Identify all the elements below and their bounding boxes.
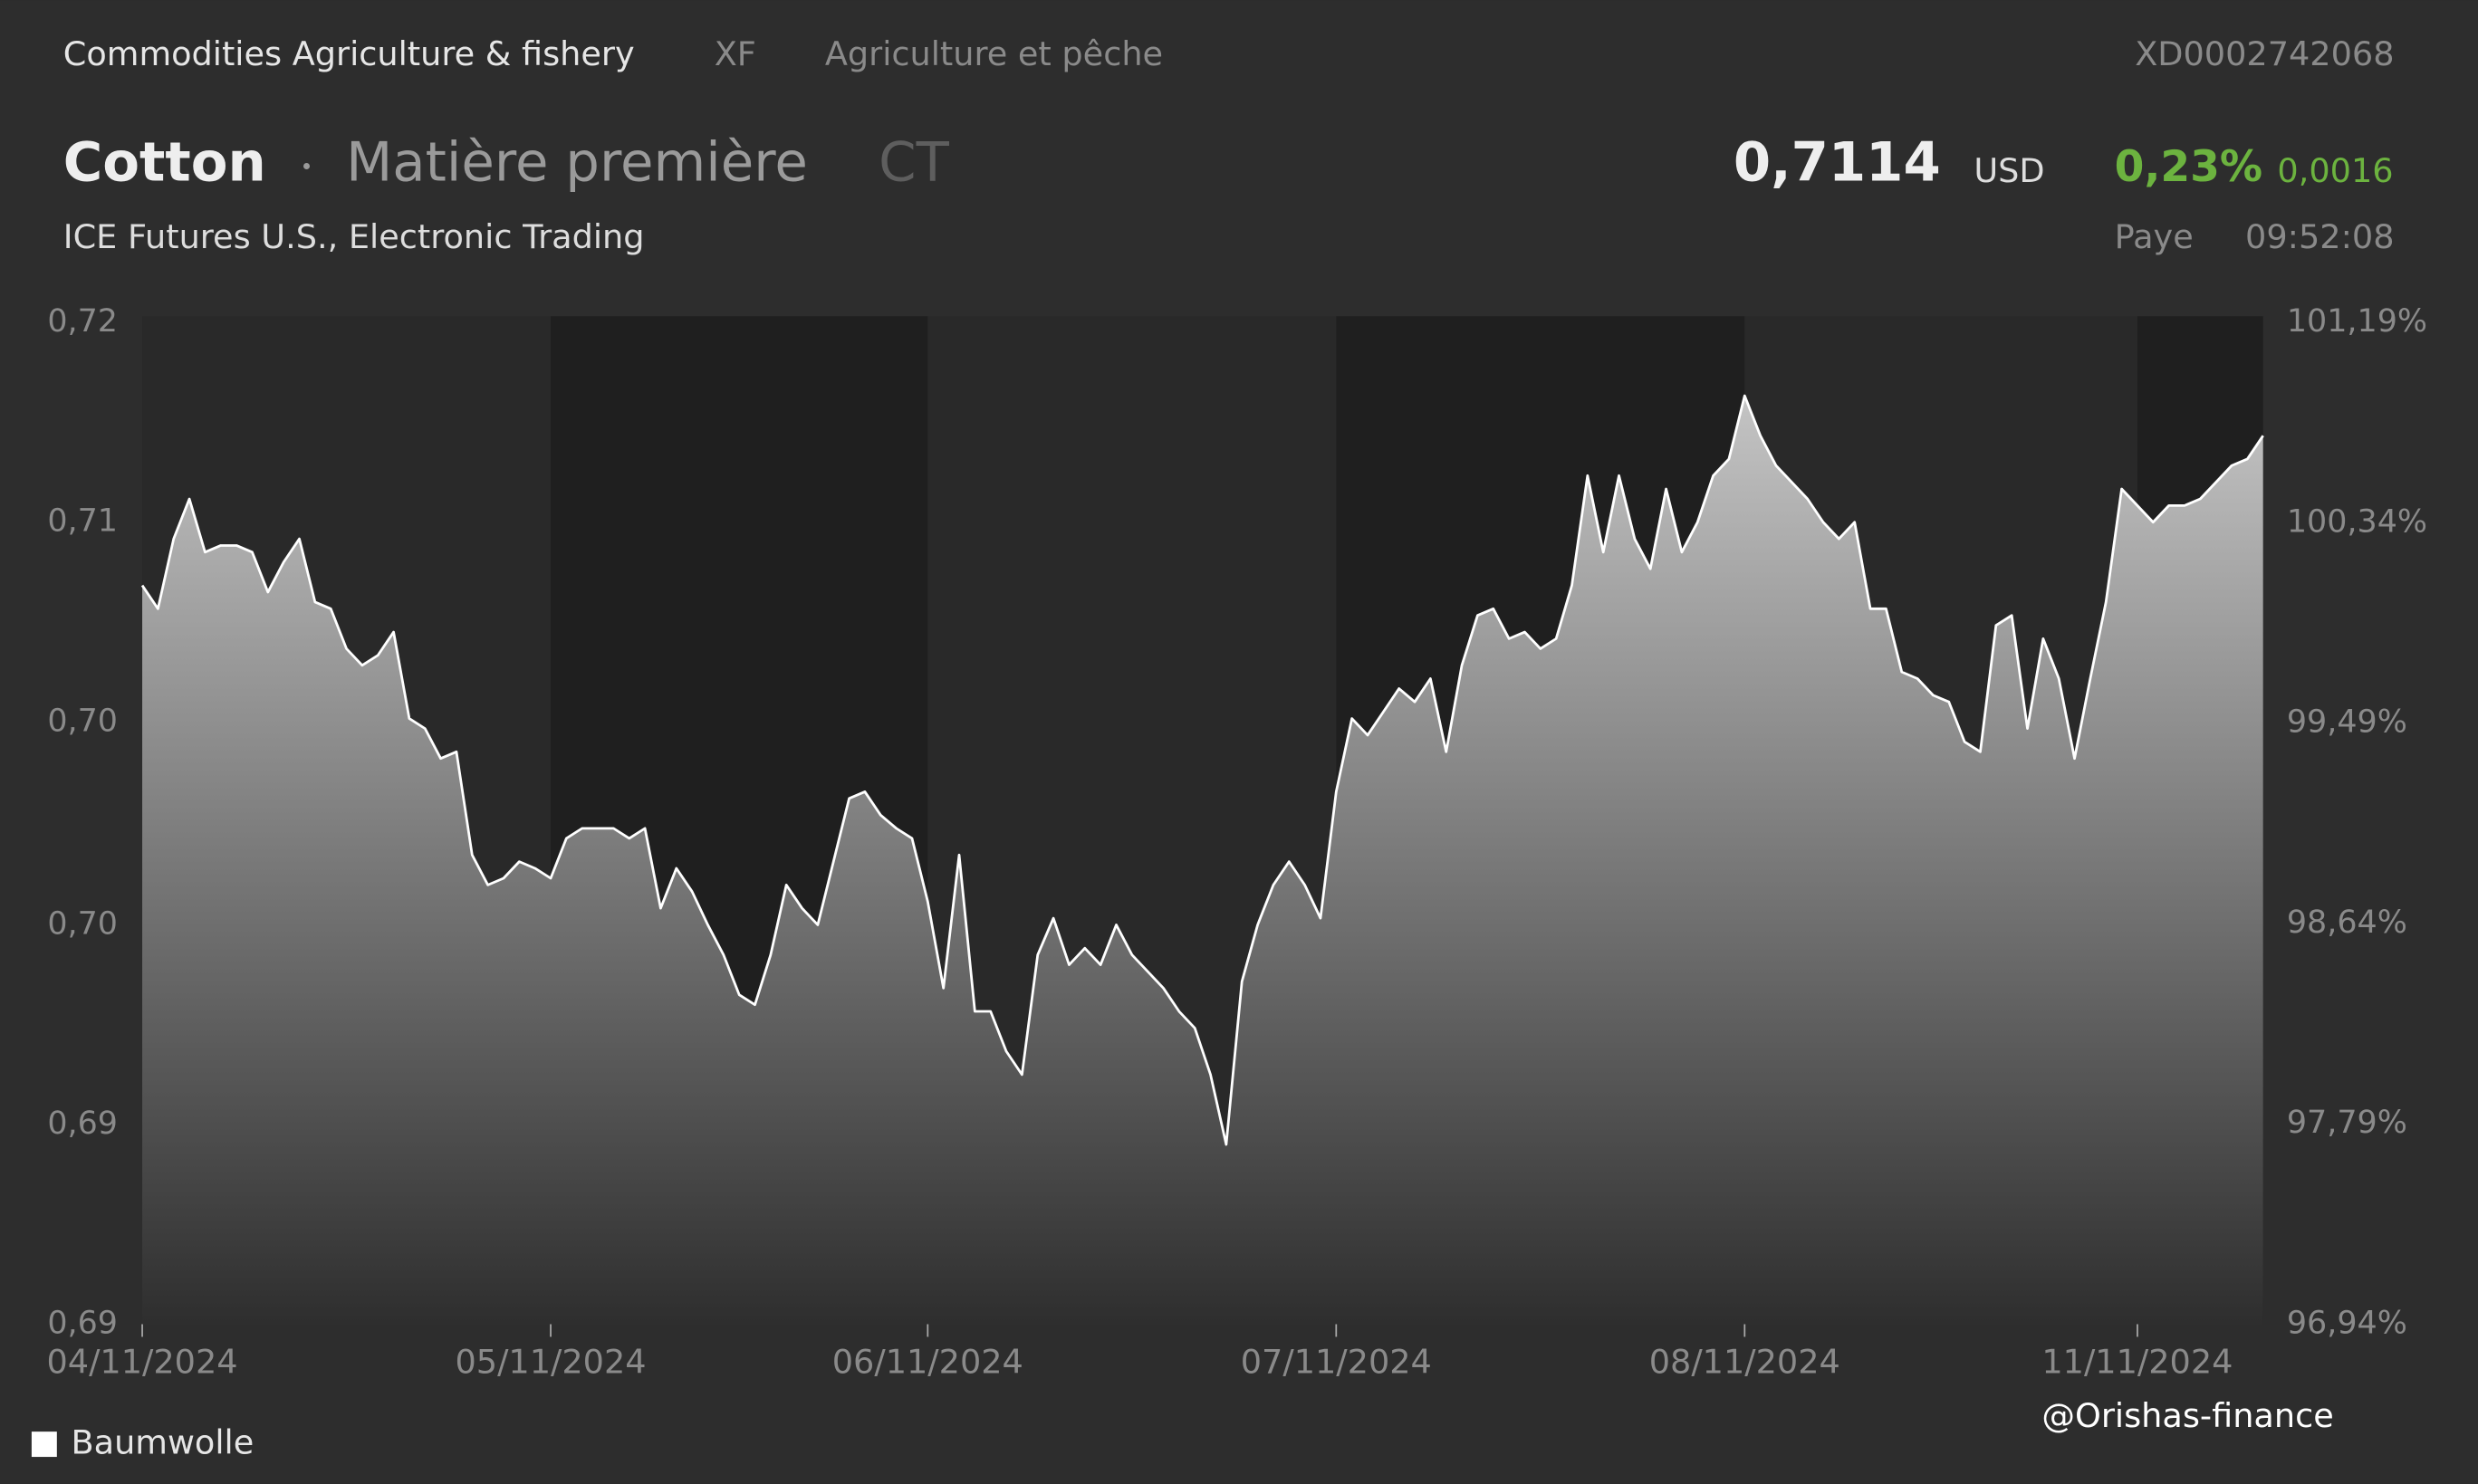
y2-tick-label: 97,79% xyxy=(2287,1105,2407,1141)
y2-tick-label: 101,19% xyxy=(2287,303,2427,340)
change-percent: 0,23% xyxy=(2115,142,2262,192)
legend-label: Baumwolle xyxy=(72,1423,255,1462)
exchange: ICE Futures U.S., Electronic Trading xyxy=(63,217,645,256)
currency: USD xyxy=(1974,151,2044,190)
quote-time: 09:52:08 xyxy=(2245,217,2395,256)
y2-tick-label: 98,64% xyxy=(2287,905,2407,941)
area-fill xyxy=(142,396,2263,1325)
change: 0,0016 xyxy=(2277,151,2393,190)
y-tick-label: 0,69 xyxy=(47,1106,118,1142)
y-tick-label: 0,70 xyxy=(47,703,118,739)
price-line xyxy=(140,394,2264,1146)
x-tick-label: 11/11/2024 xyxy=(2041,1343,2233,1382)
x-tick-label: 05/11/2024 xyxy=(455,1343,646,1382)
country: Paye xyxy=(2115,217,2194,256)
plot-area: 0,72 0,71 0,70 0,70 0,69 0,69 101,19% 100,34% 99… xyxy=(31,303,2427,1462)
price: 0,7114 xyxy=(1734,131,1941,194)
market: XF xyxy=(715,34,756,73)
legend-swatch xyxy=(31,1431,57,1458)
y2-tick-label: 96,94% xyxy=(2287,1305,2407,1341)
instrument-name: Cotton xyxy=(63,131,266,194)
x-tick-label: 04/11/2024 xyxy=(46,1343,237,1382)
breadcrumb: Commodities Agriculture & fishery xyxy=(63,34,635,73)
y-tick-label: 0,70 xyxy=(47,905,118,942)
sector: Agriculture et pêche xyxy=(825,34,1163,73)
watermark: @Orishas-finance xyxy=(2041,1396,2333,1435)
isin: XD0002742068 xyxy=(2135,34,2394,73)
separator-dot xyxy=(303,162,310,169)
y-tick-label: 0,72 xyxy=(47,303,118,340)
instrument-category: Matière première xyxy=(346,131,808,194)
x-tick-label: 07/11/2024 xyxy=(1241,1343,1432,1382)
symbol: CT xyxy=(879,131,949,194)
x-tick-label: 08/11/2024 xyxy=(1649,1343,1840,1382)
x-tick-label: 06/11/2024 xyxy=(832,1343,1023,1382)
y-tick-label: 0,71 xyxy=(47,503,118,540)
y2-tick-label: 99,49% xyxy=(2287,704,2407,741)
y2-tick-label: 100,34% xyxy=(2287,503,2427,540)
y-tick-label: 0,69 xyxy=(47,1305,118,1341)
